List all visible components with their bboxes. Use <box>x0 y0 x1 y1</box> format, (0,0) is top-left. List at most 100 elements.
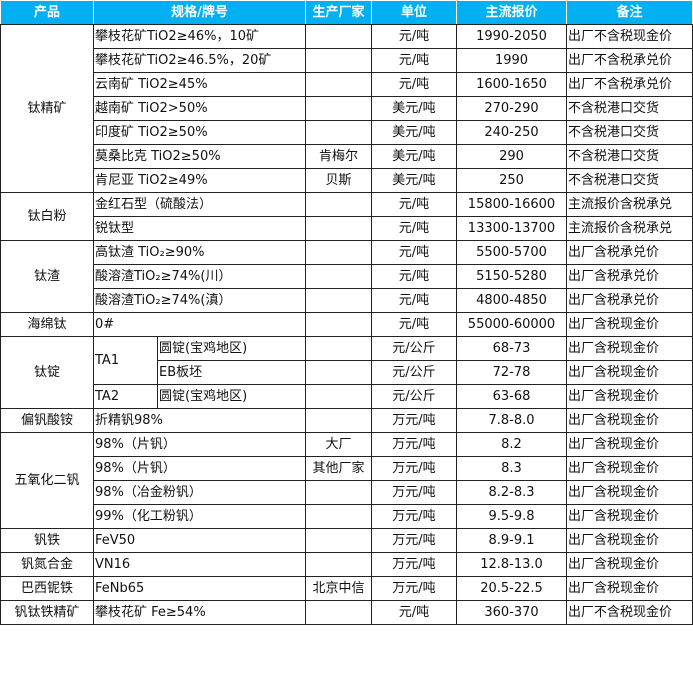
maker-cell <box>305 96 372 121</box>
maker-cell <box>305 312 372 337</box>
header-spec: 规格/牌号 <box>93 0 306 25</box>
unit-cell: 元/吨 <box>371 312 457 337</box>
price-cell: 250 <box>456 168 567 193</box>
spec-cell: 98%（片钒） <box>93 432 306 457</box>
unit-cell: 元/吨 <box>371 264 457 289</box>
product-cell: 五氧化二钒 <box>0 432 94 529</box>
spec-cell: EB板坯 <box>157 360 306 385</box>
unit-cell: 元/吨 <box>371 216 457 241</box>
table-row: 钛精矿 攀枝花矿TiO2≥46%，10矿 元/吨 1990-2050 出厂不含税现金价 <box>0 24 693 193</box>
maker-cell <box>305 504 372 529</box>
note-cell: 出厂含税现金价 <box>566 408 693 433</box>
table-row: 海绵钛 0# 元/吨 55000-60000 出厂含税现金价 <box>0 312 693 337</box>
table-row: 越南矿 TiO2>50% 美元/吨 270-290 不含税港口交货 <box>1 96 693 121</box>
maker-cell <box>305 360 372 385</box>
header-row: 产品 规格/牌号 生产厂家 单位 主流报价 备注 <box>0 0 693 25</box>
price-table: 产品 规格/牌号 生产厂家 单位 主流报价 备注 钛精矿 攀枝花矿TiO2≥46%… <box>0 0 693 625</box>
maker-cell <box>305 336 372 361</box>
price-cell: 20.5-22.5 <box>456 576 567 601</box>
spec-cell: 99%（化工粉钒） <box>93 504 306 529</box>
table-row: 印度矿 TiO2≥50% 美元/吨 240-250 不含税港口交货 <box>1 120 693 145</box>
price-cell: 12.8-13.0 <box>456 552 567 577</box>
product-cell: 海绵钛 <box>0 312 94 337</box>
note-cell: 出厂含税现金价 <box>566 528 693 553</box>
unit-cell: 万元/吨 <box>371 504 457 529</box>
product-cell: 巴西铌铁 <box>0 576 94 601</box>
maker-cell <box>305 552 372 577</box>
note-cell: 出厂含税现金价 <box>566 552 693 577</box>
maker-cell: 北京中信 <box>305 576 372 601</box>
header-note: 备注 <box>566 0 693 25</box>
table-row: 钛渣 高钛渣 TiO₂≥90% 元/吨 5500-5700 出厂含税承兑价 <box>0 240 693 313</box>
table-row: 五氧化二钒 98%（片钒） 大厂 万元/吨 8.2 出厂含税现金价 <box>0 432 693 529</box>
unit-cell: 美元/吨 <box>371 96 457 121</box>
price-cell: 8.9-9.1 <box>456 528 567 553</box>
spec-cell: 越南矿 TiO2>50% <box>93 96 306 121</box>
unit-cell: 美元/吨 <box>371 168 457 193</box>
table-row: 98%（冶金粉钒） 万元/吨 8.2-8.3 出厂含税现金价 <box>1 480 693 505</box>
unit-cell: 元/吨 <box>371 48 457 73</box>
price-cell: 360-370 <box>456 600 567 625</box>
unit-cell: 元/公斤 <box>371 360 457 385</box>
spec-cell: FeV50 <box>93 528 306 553</box>
note-cell: 出厂含税现金价 <box>566 576 693 601</box>
price-cell: 5150-5280 <box>456 264 567 289</box>
spec-cell: 锐钛型 <box>93 216 306 241</box>
note-cell: 出厂含税现金价 <box>566 336 693 361</box>
maker-cell <box>305 384 372 409</box>
note-cell: 出厂含税现金价 <box>566 384 693 409</box>
unit-cell: 元/吨 <box>371 240 457 265</box>
price-cell: 290 <box>456 144 567 169</box>
table-row: 莫桑比克 TiO2≥50% 肯梅尔 美元/吨 290 不含税港口交货 <box>1 144 693 169</box>
unit-cell: 万元/吨 <box>371 408 457 433</box>
spec-cell: 圆锭(宝鸡地区) <box>157 384 306 409</box>
price-cell: 270-290 <box>456 96 567 121</box>
table-row: 酸溶渣TiO₂≥74%(滇） 元/吨 4800-4850 出厂含税承兑价 <box>1 288 693 313</box>
note-cell: 不含税港口交货 <box>566 120 693 145</box>
maker-cell <box>305 264 372 289</box>
grade-cell: TA2 <box>93 384 158 409</box>
price-cell: 8.2-8.3 <box>456 480 567 505</box>
maker-cell <box>305 48 372 73</box>
spec-cell: 印度矿 TiO2≥50% <box>93 120 306 145</box>
note-cell: 出厂不含税承兑价 <box>566 48 693 73</box>
note-cell: 不含税港口交货 <box>566 96 693 121</box>
note-cell: 出厂含税现金价 <box>566 312 693 337</box>
spec-cell: 攀枝花矿TiO2≥46%，10矿 <box>93 24 306 49</box>
header-price: 主流报价 <box>456 0 567 25</box>
unit-cell: 元/吨 <box>371 288 457 313</box>
maker-cell <box>305 288 372 313</box>
spec-cell: 98%（冶金粉钒） <box>93 480 306 505</box>
price-cell: 8.3 <box>456 456 567 481</box>
price-cell: 240-250 <box>456 120 567 145</box>
price-cell: 68-73 <box>456 336 567 361</box>
spec-cell: 金红石型（硫酸法） <box>93 192 306 217</box>
table-row: 攀枝花矿TiO2≥46.5%，20矿 元/吨 1990 出厂不含税承兑价 <box>1 48 693 73</box>
spec-cell: 莫桑比克 TiO2≥50% <box>93 144 306 169</box>
price-cell: 4800-4850 <box>456 288 567 313</box>
product-cell: 钛白粉 <box>0 192 94 241</box>
spec-cell: 圆锭(宝鸡地区) <box>157 336 306 361</box>
spec-cell: FeNb65 <box>93 576 306 601</box>
price-cell: 9.5-9.8 <box>456 504 567 529</box>
header-maker: 生产厂家 <box>305 0 372 25</box>
unit-cell: 元/吨 <box>371 192 457 217</box>
maker-cell <box>305 120 372 145</box>
header-product: 产品 <box>0 0 94 25</box>
maker-cell <box>305 480 372 505</box>
price-cell: 5500-5700 <box>456 240 567 265</box>
table-row: 钛锭 TA1 圆锭(宝鸡地区) 元/公斤 68-73 出厂含税现金价 <box>0 336 693 409</box>
unit-cell: 元/吨 <box>371 600 457 625</box>
grade-cell: TA1 <box>93 336 158 385</box>
spec-cell: 肯尼亚 TiO2≥49% <box>93 168 306 193</box>
price-cell: 55000-60000 <box>456 312 567 337</box>
unit-cell: 万元/吨 <box>371 528 457 553</box>
table-row: 钒铁 FeV50 万元/吨 8.9-9.1 出厂含税现金价 <box>0 528 693 553</box>
spec-cell: 折精钒98% <box>93 408 306 433</box>
header-unit: 单位 <box>371 0 457 25</box>
price-cell: 7.8-8.0 <box>456 408 567 433</box>
spec-cell: 攀枝花矿TiO2≥46.5%，20矿 <box>93 48 306 73</box>
product-cell: 钛渣 <box>0 240 94 313</box>
product-cell: 钛精矿 <box>0 24 94 193</box>
table-row: 偏钒酸铵 折精钒98% 万元/吨 7.8-8.0 出厂含税现金价 <box>0 408 693 433</box>
